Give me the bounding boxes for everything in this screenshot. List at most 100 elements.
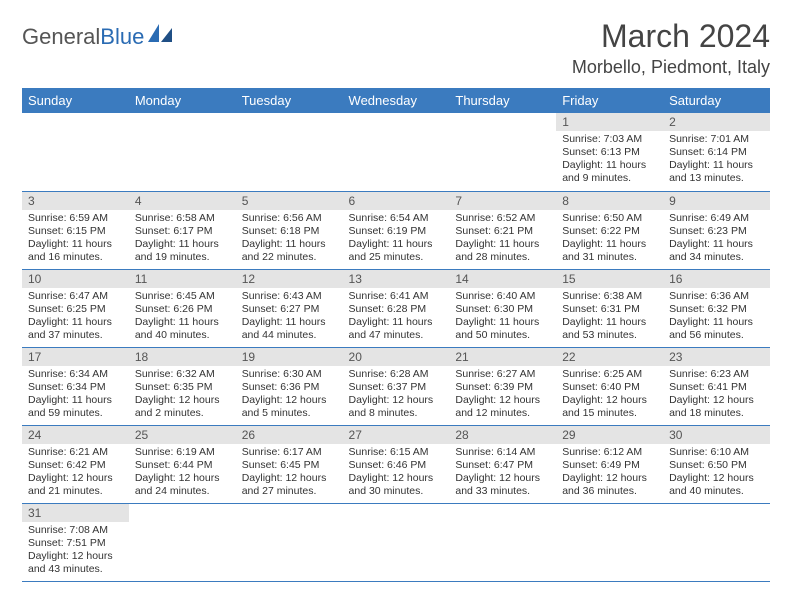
day-number: 22 <box>556 348 663 366</box>
day-header: Tuesday <box>236 88 343 113</box>
day-number: 31 <box>22 504 129 522</box>
sunset-text: Sunset: 6:17 PM <box>135 225 230 238</box>
sunset-text: Sunset: 6:23 PM <box>669 225 764 238</box>
sunset-text: Sunset: 6:25 PM <box>28 303 123 316</box>
calendar-cell: 14Sunrise: 6:40 AMSunset: 6:30 PMDayligh… <box>449 269 556 347</box>
sunrise-text: Sunrise: 6:50 AM <box>562 212 657 225</box>
sunset-text: Sunset: 6:42 PM <box>28 459 123 472</box>
week-row: 10Sunrise: 6:47 AMSunset: 6:25 PMDayligh… <box>22 269 770 347</box>
day-number: 14 <box>449 270 556 288</box>
day-number: 1 <box>556 113 663 131</box>
daylight-text: Daylight: 11 hours and 40 minutes. <box>135 316 230 342</box>
sunset-text: Sunset: 6:18 PM <box>242 225 337 238</box>
calendar-cell: 27Sunrise: 6:15 AMSunset: 6:46 PMDayligh… <box>343 425 450 503</box>
day-header: Monday <box>129 88 236 113</box>
sunset-text: Sunset: 6:44 PM <box>135 459 230 472</box>
calendar-cell: 6Sunrise: 6:54 AMSunset: 6:19 PMDaylight… <box>343 191 450 269</box>
day-header: Friday <box>556 88 663 113</box>
daylight-text: Daylight: 12 hours and 18 minutes. <box>669 394 764 420</box>
day-number: 19 <box>236 348 343 366</box>
calendar-table: SundayMondayTuesdayWednesdayThursdayFrid… <box>22 88 770 582</box>
sunrise-text: Sunrise: 6:58 AM <box>135 212 230 225</box>
sunrise-text: Sunrise: 7:03 AM <box>562 133 657 146</box>
month-title: March 2024 <box>572 18 770 55</box>
sunrise-text: Sunrise: 6:12 AM <box>562 446 657 459</box>
daylight-text: Daylight: 11 hours and 22 minutes. <box>242 238 337 264</box>
day-details: Sunrise: 6:10 AMSunset: 6:50 PMDaylight:… <box>663 444 770 503</box>
sunrise-text: Sunrise: 6:38 AM <box>562 290 657 303</box>
sunset-text: Sunset: 6:37 PM <box>349 381 444 394</box>
calendar-cell <box>236 503 343 581</box>
day-details: Sunrise: 6:38 AMSunset: 6:31 PMDaylight:… <box>556 288 663 347</box>
calendar-cell: 4Sunrise: 6:58 AMSunset: 6:17 PMDaylight… <box>129 191 236 269</box>
day-details: Sunrise: 7:01 AMSunset: 6:14 PMDaylight:… <box>663 131 770 190</box>
day-number: 21 <box>449 348 556 366</box>
daylight-text: Daylight: 11 hours and 25 minutes. <box>349 238 444 264</box>
day-details: Sunrise: 6:14 AMSunset: 6:47 PMDaylight:… <box>449 444 556 503</box>
daylight-text: Daylight: 11 hours and 37 minutes. <box>28 316 123 342</box>
calendar-body: 1Sunrise: 7:03 AMSunset: 6:13 PMDaylight… <box>22 113 770 581</box>
sunset-text: Sunset: 6:15 PM <box>28 225 123 238</box>
sunset-text: Sunset: 6:19 PM <box>349 225 444 238</box>
sunset-text: Sunset: 6:47 PM <box>455 459 550 472</box>
calendar-cell: 25Sunrise: 6:19 AMSunset: 6:44 PMDayligh… <box>129 425 236 503</box>
sunset-text: Sunset: 6:14 PM <box>669 146 764 159</box>
daylight-text: Daylight: 12 hours and 27 minutes. <box>242 472 337 498</box>
day-details: Sunrise: 6:59 AMSunset: 6:15 PMDaylight:… <box>22 210 129 269</box>
week-row: 17Sunrise: 6:34 AMSunset: 6:34 PMDayligh… <box>22 347 770 425</box>
calendar-cell: 26Sunrise: 6:17 AMSunset: 6:45 PMDayligh… <box>236 425 343 503</box>
day-number: 10 <box>22 270 129 288</box>
day-number: 16 <box>663 270 770 288</box>
sunrise-text: Sunrise: 6:47 AM <box>28 290 123 303</box>
title-block: March 2024 Morbello, Piedmont, Italy <box>572 18 770 78</box>
day-number: 8 <box>556 192 663 210</box>
sunset-text: Sunset: 6:22 PM <box>562 225 657 238</box>
calendar-cell <box>449 503 556 581</box>
day-details: Sunrise: 6:34 AMSunset: 6:34 PMDaylight:… <box>22 366 129 425</box>
day-number: 24 <box>22 426 129 444</box>
logo-text-blue: Blue <box>100 24 144 50</box>
day-details: Sunrise: 6:52 AMSunset: 6:21 PMDaylight:… <box>449 210 556 269</box>
day-header-row: SundayMondayTuesdayWednesdayThursdayFrid… <box>22 88 770 113</box>
day-details: Sunrise: 6:23 AMSunset: 6:41 PMDaylight:… <box>663 366 770 425</box>
day-details: Sunrise: 6:19 AMSunset: 6:44 PMDaylight:… <box>129 444 236 503</box>
week-row: 24Sunrise: 6:21 AMSunset: 6:42 PMDayligh… <box>22 425 770 503</box>
sunrise-text: Sunrise: 6:36 AM <box>669 290 764 303</box>
sunset-text: Sunset: 6:26 PM <box>135 303 230 316</box>
daylight-text: Daylight: 12 hours and 33 minutes. <box>455 472 550 498</box>
calendar-cell <box>663 503 770 581</box>
calendar-cell: 3Sunrise: 6:59 AMSunset: 6:15 PMDaylight… <box>22 191 129 269</box>
daylight-text: Daylight: 11 hours and 13 minutes. <box>669 159 764 185</box>
calendar-cell: 21Sunrise: 6:27 AMSunset: 6:39 PMDayligh… <box>449 347 556 425</box>
sunrise-text: Sunrise: 6:17 AM <box>242 446 337 459</box>
day-details: Sunrise: 6:17 AMSunset: 6:45 PMDaylight:… <box>236 444 343 503</box>
day-details: Sunrise: 6:49 AMSunset: 6:23 PMDaylight:… <box>663 210 770 269</box>
day-details: Sunrise: 6:27 AMSunset: 6:39 PMDaylight:… <box>449 366 556 425</box>
day-details: Sunrise: 6:54 AMSunset: 6:19 PMDaylight:… <box>343 210 450 269</box>
sunrise-text: Sunrise: 6:45 AM <box>135 290 230 303</box>
calendar-cell: 24Sunrise: 6:21 AMSunset: 6:42 PMDayligh… <box>22 425 129 503</box>
day-details: Sunrise: 7:08 AMSunset: 7:51 PMDaylight:… <box>22 522 129 581</box>
sunset-text: Sunset: 6:30 PM <box>455 303 550 316</box>
calendar-cell <box>129 503 236 581</box>
calendar-cell: 8Sunrise: 6:50 AMSunset: 6:22 PMDaylight… <box>556 191 663 269</box>
day-header: Thursday <box>449 88 556 113</box>
daylight-text: Daylight: 11 hours and 31 minutes. <box>562 238 657 264</box>
week-row: 3Sunrise: 6:59 AMSunset: 6:15 PMDaylight… <box>22 191 770 269</box>
sunrise-text: Sunrise: 6:43 AM <box>242 290 337 303</box>
calendar-cell: 5Sunrise: 6:56 AMSunset: 6:18 PMDaylight… <box>236 191 343 269</box>
sunset-text: Sunset: 6:40 PM <box>562 381 657 394</box>
day-details: Sunrise: 6:50 AMSunset: 6:22 PMDaylight:… <box>556 210 663 269</box>
day-header: Saturday <box>663 88 770 113</box>
sail-icon <box>148 24 174 50</box>
sunset-text: Sunset: 6:32 PM <box>669 303 764 316</box>
day-details: Sunrise: 7:03 AMSunset: 6:13 PMDaylight:… <box>556 131 663 190</box>
calendar-cell: 20Sunrise: 6:28 AMSunset: 6:37 PMDayligh… <box>343 347 450 425</box>
day-details: Sunrise: 6:32 AMSunset: 6:35 PMDaylight:… <box>129 366 236 425</box>
sunset-text: Sunset: 6:27 PM <box>242 303 337 316</box>
sunset-text: Sunset: 6:28 PM <box>349 303 444 316</box>
calendar-cell <box>449 113 556 191</box>
day-number: 7 <box>449 192 556 210</box>
sunrise-text: Sunrise: 6:59 AM <box>28 212 123 225</box>
logo-text-general: General <box>22 24 100 50</box>
